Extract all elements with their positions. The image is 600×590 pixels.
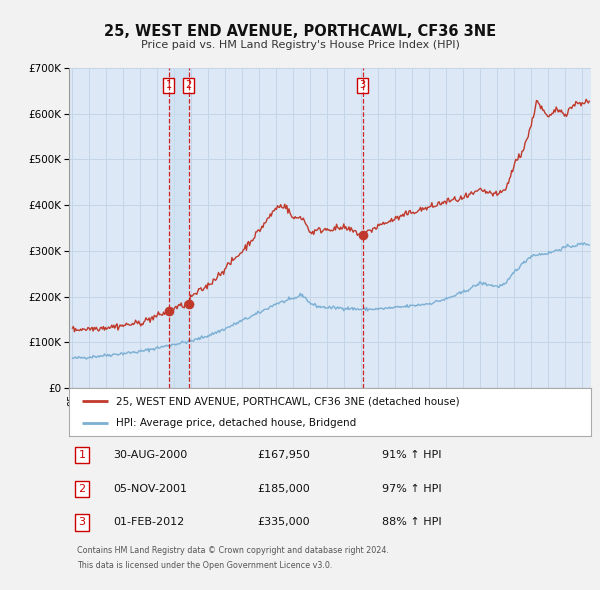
Text: Contains HM Land Registry data © Crown copyright and database right 2024.: Contains HM Land Registry data © Crown c… [77, 546, 389, 555]
Text: 25, WEST END AVENUE, PORTHCAWL, CF36 3NE: 25, WEST END AVENUE, PORTHCAWL, CF36 3NE [104, 24, 496, 38]
Text: This data is licensed under the Open Government Licence v3.0.: This data is licensed under the Open Gov… [77, 561, 332, 570]
Text: 88% ↑ HPI: 88% ↑ HPI [382, 517, 442, 527]
Text: 91% ↑ HPI: 91% ↑ HPI [382, 450, 442, 460]
Text: 2: 2 [79, 484, 86, 494]
Text: £167,950: £167,950 [257, 450, 310, 460]
Text: 30-AUG-2000: 30-AUG-2000 [113, 450, 188, 460]
Bar [169, 68, 189, 388]
Text: 2: 2 [185, 80, 192, 90]
Text: 97% ↑ HPI: 97% ↑ HPI [382, 484, 442, 494]
Text: 1: 1 [79, 450, 86, 460]
Text: 05-NOV-2001: 05-NOV-2001 [113, 484, 187, 494]
Text: HPI: Average price, detached house, Bridgend: HPI: Average price, detached house, Brid… [116, 418, 356, 428]
Text: 3: 3 [79, 517, 86, 527]
Text: Price paid vs. HM Land Registry's House Price Index (HPI): Price paid vs. HM Land Registry's House … [140, 40, 460, 50]
Text: 01-FEB-2012: 01-FEB-2012 [113, 517, 185, 527]
Text: 1: 1 [166, 80, 172, 90]
Text: £185,000: £185,000 [257, 484, 310, 494]
Text: £335,000: £335,000 [257, 517, 310, 527]
Text: 3: 3 [360, 80, 366, 90]
Text: 25, WEST END AVENUE, PORTHCAWL, CF36 3NE (detached house): 25, WEST END AVENUE, PORTHCAWL, CF36 3NE… [116, 396, 460, 406]
